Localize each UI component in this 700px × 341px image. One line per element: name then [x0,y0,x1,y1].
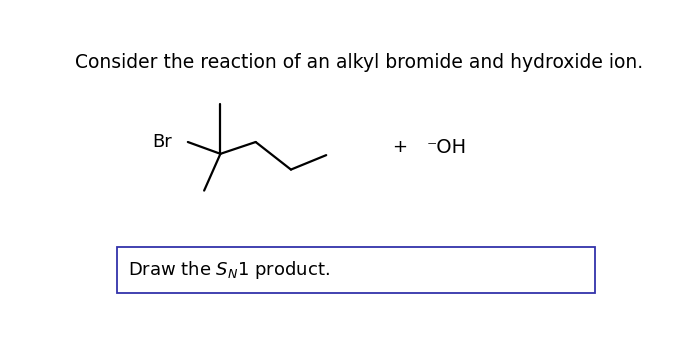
Text: +: + [392,138,407,156]
Text: ⁻OH: ⁻OH [426,138,467,157]
Text: Draw the $S_N$1 product.: Draw the $S_N$1 product. [128,259,330,281]
FancyBboxPatch shape [118,247,595,293]
Text: Consider the reaction of an alkyl bromide and hydroxide ion.: Consider the reaction of an alkyl bromid… [75,53,643,72]
Text: Br: Br [152,133,172,151]
